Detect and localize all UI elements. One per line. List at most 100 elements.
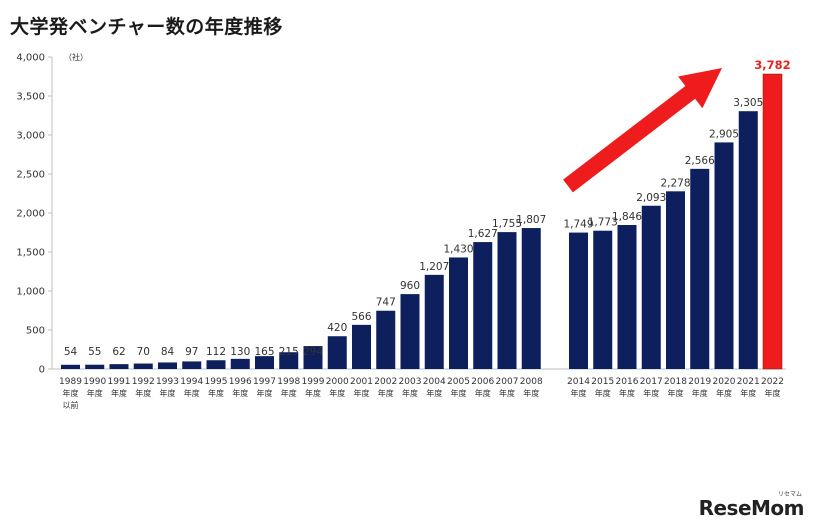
bar: [714, 142, 734, 369]
y-tick-label: 3,000: [16, 131, 45, 142]
x-tick-label: 年度: [716, 388, 732, 398]
x-tick-label: 年度: [281, 388, 297, 398]
bar: [133, 363, 153, 369]
x-tick-label: 年度: [619, 388, 635, 398]
y-tick-label: 3,500: [16, 92, 45, 103]
bar: [206, 360, 226, 369]
trend-arrow-shape: [563, 68, 722, 193]
bar-value-label: 1,430: [443, 243, 473, 255]
x-tick-label: 年度: [160, 388, 176, 398]
bar-value-label: 1,846: [612, 211, 642, 223]
x-tick-label: 年度: [87, 388, 103, 398]
bar: [85, 364, 105, 369]
x-tick-label: 2020: [713, 377, 736, 387]
x-tick-label: 年度: [451, 388, 467, 398]
bar-value-label: 1,773: [588, 217, 618, 229]
y-tick-label: 4,000: [16, 53, 45, 64]
y-tick-label: 1,500: [16, 248, 45, 259]
bar: [158, 362, 177, 369]
x-tick-label: 2022: [761, 377, 784, 387]
bar: [569, 232, 588, 369]
x-tick-label: 2002: [374, 377, 397, 387]
bar: [497, 232, 517, 369]
bar: [424, 274, 444, 369]
y-tick-label: 500: [26, 326, 45, 337]
y-tick-label: 2,000: [16, 209, 45, 220]
trend-arrow: [563, 68, 722, 193]
x-tick-label: 2015: [591, 377, 614, 387]
x-tick-label: 年度: [305, 388, 321, 398]
bar-value-label: 70: [137, 346, 150, 358]
x-tick-label: 2000: [326, 377, 349, 387]
x-tick-label: 年度: [523, 388, 539, 398]
bar-value-label: 1,755: [492, 218, 522, 230]
logo-sub: リセマム: [777, 491, 802, 498]
x-tick-label: 年度: [765, 388, 781, 398]
x-tick-label: 1998: [277, 377, 300, 387]
x-tick-label: 2017: [640, 377, 663, 387]
x-tick-label: 年度: [668, 388, 684, 398]
y-tick-label: 1,000: [16, 287, 45, 298]
x-tick-label: 年度: [402, 388, 418, 398]
x-tick-label: 年度: [643, 388, 659, 398]
x-tick-label: 1990: [83, 377, 106, 387]
bar-value-labels: 54 55 62 70 84 97 112 130 165 215 294 420 566 747 960 1…: [64, 58, 791, 358]
bar-value-label: 130: [230, 346, 250, 358]
x-tick-label: 1995: [205, 377, 228, 387]
logo-brand: ReseMom: [698, 496, 805, 520]
bar-highlight: [762, 73, 783, 370]
bar: [593, 230, 613, 369]
x-tick-label: 2006: [471, 377, 494, 387]
bar: [400, 294, 420, 369]
bar-value-label: 1,749: [563, 219, 593, 231]
bar: [641, 205, 661, 369]
bar-value-label: 1,207: [419, 261, 449, 273]
x-tick-label: 年度: [232, 388, 248, 398]
chart-title: 大学発ベンチャー数の年度推移: [10, 16, 283, 38]
bar: [109, 364, 129, 369]
bar: [279, 352, 299, 369]
bar-value-label: 2,093: [636, 192, 666, 204]
bar: [352, 324, 371, 369]
x-tick-label: 年度: [354, 388, 370, 398]
bars: [61, 73, 783, 370]
x-tick-label: 2001: [350, 377, 373, 387]
bar: [449, 257, 468, 369]
bar: [617, 225, 637, 369]
bar-value-label: 2,278: [660, 177, 690, 189]
x-tick-label: 年度: [378, 388, 394, 398]
bar-value-label: 566: [351, 311, 371, 323]
bar-value-label: 294: [303, 346, 323, 358]
x-tick-label: 年度: [499, 388, 515, 398]
bar: [255, 356, 274, 369]
bar: [182, 361, 202, 369]
x-tick-label: 年度: [595, 388, 611, 398]
bar-value-label: 55: [88, 346, 101, 358]
bar: [738, 111, 758, 370]
bar-value-label: 2,905: [709, 128, 739, 140]
bar: [376, 310, 396, 369]
x-tick-label: 2005: [447, 377, 470, 387]
bar: [303, 346, 323, 369]
x-tick-label: 1996: [229, 377, 252, 387]
x-tick-label: 1991: [108, 377, 131, 387]
bar: [690, 168, 710, 369]
x-tick-label: 2004: [423, 377, 446, 387]
x-tick-label: 年度: [329, 388, 345, 398]
bar: [327, 336, 347, 369]
x-tick-label: 年度: [135, 388, 151, 398]
bar-value-label: 1,807: [516, 214, 546, 226]
x-tick-label: 1992: [132, 377, 155, 387]
y-tick-label: 0: [39, 365, 45, 376]
bar-value-label: 2,566: [685, 155, 715, 167]
bar-value-label: 112: [206, 346, 226, 358]
x-tick-label: 1999: [302, 377, 325, 387]
x-tick-label: 2016: [616, 377, 639, 387]
bar: [230, 358, 250, 369]
x-tick-label: 2018: [664, 377, 687, 387]
x-tick-label: 2008: [520, 377, 543, 387]
bar-value-label: 420: [327, 322, 347, 334]
x-tick-label: 年度: [426, 388, 442, 398]
x-tick-label: 1994: [180, 377, 203, 387]
